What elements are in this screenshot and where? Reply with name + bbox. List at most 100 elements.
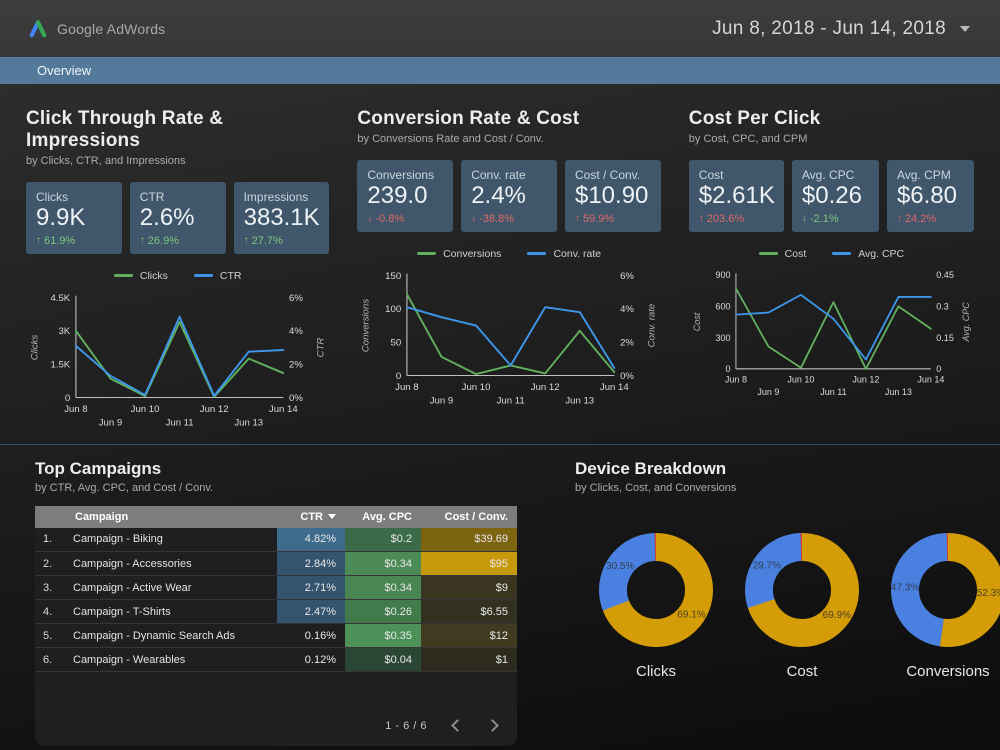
line-chart-canvas: 0 300 600 900 0 0.15 0.3 0.45 Cost Avg. CPC Jun 8 J… [692, 270, 971, 397]
donut-conversions: 52.3% 47.3% Conversions [875, 528, 1000, 680]
svg-text:Jun 11: Jun 11 [166, 417, 194, 428]
legend-item[interactable]: Avg. CPC [832, 248, 904, 260]
legend-label: Conv. rate [553, 247, 602, 260]
legend-label: Avg. CPC [858, 247, 905, 260]
trend-arrow-icon: ↑ [36, 235, 41, 247]
legend-label: Conversions [443, 247, 502, 260]
svg-text:30.5%: 30.5% [606, 561, 634, 572]
svg-text:Jun 12: Jun 12 [200, 403, 229, 414]
app-header: Google AdWords Jun 8, 2018 - Jun 14, 201… [0, 0, 1000, 57]
scorecard-label: Conv. rate [471, 168, 526, 182]
svg-text:Clicks: Clicks [30, 334, 41, 360]
campaign-name: Campaign - Active Wear [73, 575, 277, 601]
page-tab-bar: Overview [0, 57, 1000, 84]
column-header-campaign[interactable]: Campaign [35, 505, 277, 528]
legend-line-swatch [193, 274, 213, 278]
svg-text:2%: 2% [620, 337, 634, 348]
svg-text:CTR: CTR [316, 337, 327, 357]
svg-text:69.1%: 69.1% [677, 609, 705, 620]
chart-legend: Clicks CTR [26, 270, 329, 282]
svg-text:4.5K: 4.5K [50, 293, 70, 304]
clicks-ctr-line-chart: Clicks CTR 0 1.5K 3K 4.5K 0% 2% 4% 6% Clicks CTR Jun… [26, 270, 329, 432]
date-range-picker[interactable]: Jun 8, 2018 - Jun 14, 2018 [712, 18, 970, 40]
svg-text:Jun 8: Jun 8 [64, 403, 87, 414]
delta-value: -38.8% [479, 212, 515, 225]
trend-arrow-icon: ↑ [896, 213, 902, 225]
trend-arrow-icon: ↓ [801, 213, 807, 225]
svg-text:Avg. CPC: Avg. CPC [961, 301, 971, 342]
delta-value: 203.6% [706, 212, 745, 225]
trend-arrow-icon: ↑ [243, 235, 249, 247]
row-rank: 2. [35, 551, 73, 577]
column-header-ctr[interactable]: CTR [277, 505, 345, 528]
legend-item[interactable]: Clicks [113, 269, 168, 282]
column-header-cost-conv[interactable]: Cost / Conv. [421, 505, 517, 528]
scorecard-delta: ↑ 26.9% [140, 235, 217, 247]
svg-text:Jun 10: Jun 10 [131, 403, 160, 414]
delta-value: -2.1% [809, 212, 839, 225]
legend-item[interactable]: Cost [758, 248, 806, 260]
svg-text:Jun 8: Jun 8 [396, 381, 419, 392]
campaign-table-widget: Campaign CTR Avg. CPC Cost / Conv. 1. Cam… [35, 505, 517, 746]
next-page-icon[interactable] [486, 719, 499, 732]
app-title: Google AdWords [57, 20, 166, 37]
table-row: 6. Campaign - Wearables 0.12% $0.04 $1 [35, 647, 517, 673]
table-header-row: Campaign CTR Avg. CPC Cost / Conv. [35, 505, 517, 528]
scorecard-label: Impressions [243, 190, 309, 204]
donut-label: Cost [786, 662, 818, 680]
scorecard-label: Avg. CPM [896, 168, 951, 182]
svg-text:0: 0 [936, 364, 941, 374]
line-chart-canvas: 0 1.5K 3K 4.5K 0% 2% 4% 6% Clicks CTR Jun 8 Jun 9 Ju… [30, 293, 327, 428]
ctr-cell: 2.47% [277, 599, 345, 625]
scorecard-delta: ↓ -0.8% [367, 213, 444, 225]
previous-page-icon[interactable] [451, 719, 464, 732]
scorecard-label: Cost / Conv. [574, 168, 641, 182]
scorecard-cost: Cost $2.61K ↑ 203.6% [688, 160, 784, 232]
scorecard-ctr: CTR 2.6% ↑ 26.9% [129, 182, 226, 254]
legend-item[interactable]: Conversions [417, 248, 501, 260]
cost-conv-cell: $95 [421, 551, 517, 577]
svg-text:Jun 14: Jun 14 [269, 403, 298, 414]
legend-item[interactable]: CTR [193, 270, 241, 282]
row-rank: 5. [35, 623, 73, 649]
avg-cpc-cell: $0.34 [345, 551, 421, 577]
svg-text:Jun 14: Jun 14 [600, 381, 629, 392]
svg-text:0%: 0% [289, 392, 303, 403]
scorecard-delta: ↓ -38.8% [471, 213, 548, 225]
scorecard-conversions: Conversions 239.0 ↓ -0.8% [357, 160, 454, 232]
svg-text:Jun 11: Jun 11 [497, 395, 525, 406]
svg-text:Jun 9: Jun 9 [99, 417, 122, 428]
delta-value: 26.9% [147, 234, 179, 247]
campaign-table: Campaign CTR Avg. CPC Cost / Conv. 1. Cam… [35, 505, 517, 673]
campaign-name: Campaign - Biking [73, 527, 277, 553]
trend-arrow-icon: ↓ [471, 213, 477, 225]
row-rank: 4. [35, 599, 73, 625]
svg-text:29.7%: 29.7% [753, 560, 781, 571]
scorecard-cost-conv: Cost / Conv. $10.90 ↑ 59.9% [564, 160, 661, 232]
column-header-avg-cpc[interactable]: Avg. CPC [345, 505, 421, 528]
section-top-campaigns: Top Campaigns by CTR, Avg. CPC, and Cost… [35, 459, 540, 746]
adwords-a-icon [29, 20, 47, 38]
chart-legend: Cost Avg. CPC [689, 248, 974, 260]
bottom-sections: Top Campaigns by CTR, Avg. CPC, and Cost… [0, 445, 1000, 746]
section-device-breakdown: Device Breakdown by Clicks, Cost, and Co… [575, 459, 1000, 746]
trend-arrow-icon: ↑ [139, 235, 145, 247]
svg-text:Jun 13: Jun 13 [885, 387, 912, 397]
row-rank: 3. [35, 575, 73, 601]
legend-item[interactable]: Conv. rate [527, 248, 601, 260]
section-title: Click Through Rate & Impressions [26, 108, 224, 151]
scorecard-label: Avg. CPC [801, 168, 855, 182]
scorecard-label: Clicks [36, 190, 68, 204]
device-donuts: 69.1% 30.5% Clicks 69.9% 29.7% Cost 52.3% 4… [575, 528, 1000, 680]
scorecard-value: 9.9K [36, 204, 86, 231]
svg-text:Jun 13: Jun 13 [234, 417, 263, 428]
conversions-rate-line-chart: Conversions Conv. rate 0 50 100 150 0% 2% 4% 6% Co… [357, 248, 660, 410]
svg-text:Conv. rate: Conv. rate [647, 303, 658, 347]
tab-overview[interactable]: Overview [37, 63, 92, 78]
scorecard-delta: ↑ 59.9% [575, 213, 652, 225]
clicks-donut-chart: 69.1% 30.5% [586, 528, 726, 659]
svg-text:6%: 6% [289, 293, 303, 304]
section-ctr-impressions: Click Through Rate & Impressions by Clic… [26, 108, 330, 432]
legend-label: Clicks [139, 269, 168, 282]
avg-cpc-cell: $0.2 [345, 527, 421, 553]
